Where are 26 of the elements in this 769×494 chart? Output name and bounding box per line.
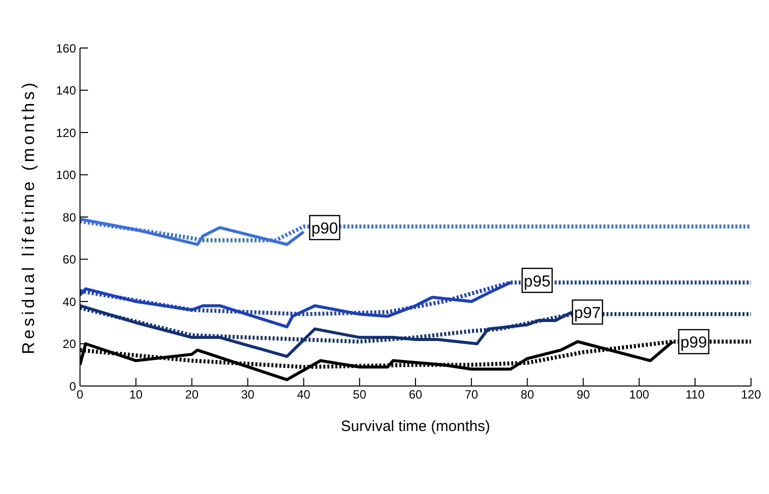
x-tick-label: 60 <box>408 388 422 402</box>
x-tick-label: 110 <box>686 388 705 402</box>
annotation: p90 <box>311 220 338 238</box>
y-tick-label: 20 <box>62 337 76 352</box>
annotation: p99 <box>680 334 708 352</box>
x-tick-label: 20 <box>185 388 199 402</box>
annotation: p95 <box>524 273 551 290</box>
y-tick-label: 160 <box>56 41 76 56</box>
y-tick-label: 140 <box>56 84 76 98</box>
y-tick-label: 120 <box>56 126 76 140</box>
x-tick-label: 40 <box>296 388 311 402</box>
x-tick-label: 90 <box>576 388 590 402</box>
y-tick-label: 80 <box>62 210 76 224</box>
x-tick-label: 120 <box>740 388 762 402</box>
x-tick-label: 80 <box>520 388 534 402</box>
annotation: p97 <box>574 305 601 322</box>
x-tick-label: 70 <box>464 388 478 402</box>
x-tick-label: 30 <box>241 388 255 402</box>
x-tick-label: 100 <box>629 388 650 402</box>
x-tick-label: 50 <box>352 388 367 402</box>
x-tick-label: 10 <box>129 388 143 402</box>
y-tick-label: 40 <box>62 294 76 309</box>
y-tick-label: 100 <box>56 168 76 182</box>
y-axis-title: Residual lifetime (months) <box>19 80 38 354</box>
y-tick-label: 60 <box>62 252 76 267</box>
x-axis-title: Survival time (months) <box>340 418 490 435</box>
